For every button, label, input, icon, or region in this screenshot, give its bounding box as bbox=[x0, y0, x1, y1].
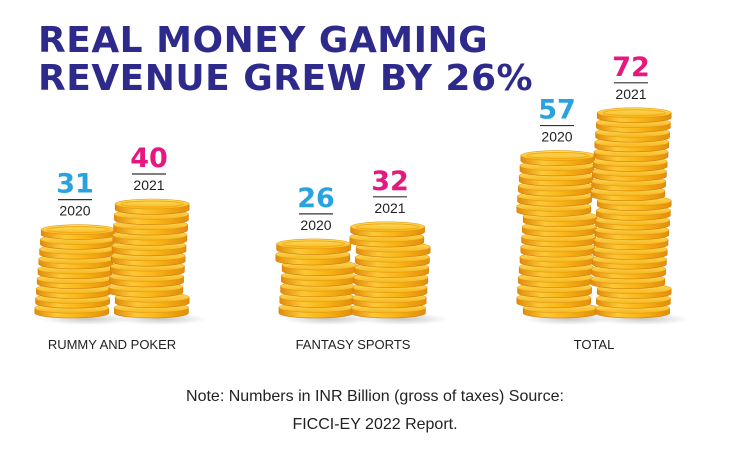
value-label: 31 bbox=[56, 169, 94, 200]
value-label: 72 bbox=[612, 52, 650, 83]
year-label: 2020 bbox=[541, 129, 572, 145]
category-label: FANTASY SPORTS bbox=[296, 337, 411, 352]
category-label: TOTAL bbox=[574, 337, 615, 352]
coin-stack-2021-2 bbox=[590, 107, 689, 325]
category-label: RUMMY AND POKER bbox=[48, 337, 176, 352]
title-line-1: REAL MONEY GAMING bbox=[38, 20, 489, 61]
note-line-2: FICCI-EY 2022 Report. bbox=[292, 416, 458, 433]
year-label: 2020 bbox=[59, 203, 90, 219]
year-label: 2021 bbox=[374, 200, 405, 216]
value-label: 57 bbox=[538, 95, 576, 126]
source-note: Note: Numbers in INR Billion (gross of t… bbox=[0, 383, 750, 439]
title-line-2: REVENUE GREW BY 26% bbox=[38, 58, 534, 99]
chart-title: REAL MONEY GAMING REVENUE GREW BY 26% bbox=[38, 22, 533, 98]
coin-stack-2020-0 bbox=[34, 224, 133, 325]
value-label: 26 bbox=[297, 183, 335, 214]
coin-stack-2021-1 bbox=[349, 221, 448, 325]
year-label: 2021 bbox=[133, 177, 164, 193]
coin-stack-2020-1 bbox=[275, 238, 374, 325]
note-line-1: Note: Numbers in INR Billion (gross of t… bbox=[186, 388, 564, 405]
year-label: 2020 bbox=[300, 217, 331, 233]
value-label: 40 bbox=[130, 143, 168, 174]
year-label: 2021 bbox=[615, 86, 646, 102]
value-label: 32 bbox=[371, 166, 409, 197]
coin-stack-2021-0 bbox=[108, 198, 207, 325]
coin-stack-2020-2 bbox=[516, 150, 615, 325]
coin-stack-chart: 31 2020 40 2021 RUMMY AND POKER 26 2020 32 2021 F… bbox=[34, 52, 689, 352]
